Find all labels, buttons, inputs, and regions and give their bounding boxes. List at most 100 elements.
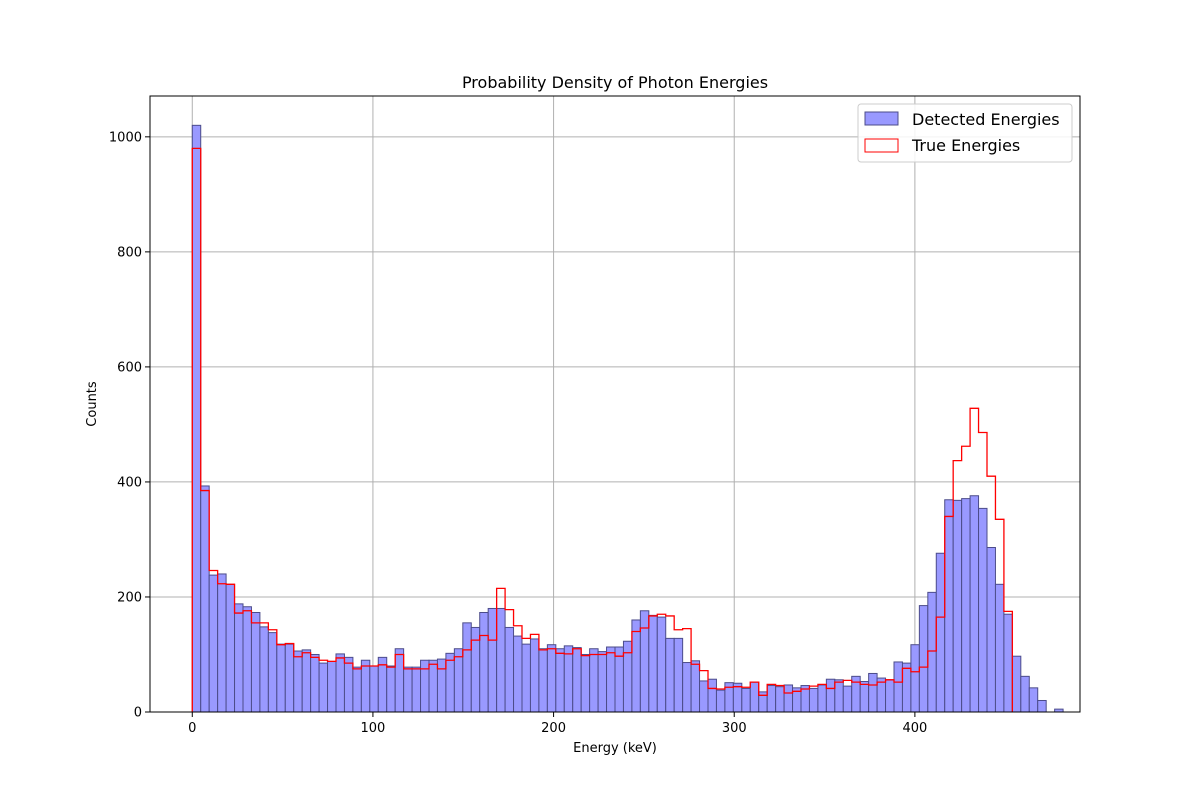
true-energies-step (191, 147, 1014, 712)
detected-bar (420, 659, 430, 713)
detected-bar (301, 649, 312, 713)
detected-bar (665, 637, 675, 713)
detected-bar (927, 591, 937, 713)
legend: Detected Energies True Energies (857, 103, 1073, 163)
detected-bar (631, 619, 641, 713)
detected-bar (377, 656, 388, 713)
detected-bar (741, 687, 751, 713)
detected-bar (208, 574, 219, 713)
detected-bar (986, 547, 996, 713)
x-tick-label: 200 (541, 721, 566, 736)
detected-bar (200, 485, 210, 713)
y-tick-label: 600 (117, 360, 142, 375)
detected-bar (563, 645, 574, 713)
detected-bar (707, 678, 717, 713)
y-tick-label: 1000 (109, 130, 142, 145)
detected-bar (343, 656, 354, 713)
detected-bar (910, 644, 920, 713)
detected-bar (310, 653, 320, 713)
detected-bar (1020, 675, 1030, 713)
detected-bar (597, 651, 608, 713)
detected-bar (766, 685, 777, 713)
detected-bar (462, 622, 472, 713)
chart-title: Probability Density of Photon Energies (462, 73, 768, 92)
detected-bar (944, 499, 954, 713)
detected-bar (918, 605, 929, 713)
detected-bar (969, 495, 980, 713)
detected-bar (732, 682, 743, 713)
detected-bar (901, 662, 912, 713)
detected-bar (699, 680, 709, 713)
y-axis-label: Counts (85, 381, 100, 427)
x-tick-label: 100 (361, 721, 386, 736)
detected-bar (783, 684, 794, 713)
detected-bar (352, 666, 362, 713)
detected-bar (369, 665, 379, 713)
detected-bar (639, 610, 650, 713)
detected-bar (259, 626, 269, 713)
detected-bar (335, 653, 345, 713)
detected-bar (284, 643, 295, 713)
y-tick-label: 0 (134, 706, 142, 721)
detected-bar (682, 662, 692, 713)
x-tick-label: 0 (188, 721, 196, 736)
detected-bar (217, 573, 227, 713)
detected-bar (868, 672, 878, 713)
detected-bar (961, 498, 971, 713)
detected-bar (487, 607, 498, 713)
detected-bar (436, 658, 447, 713)
detected-bar (935, 552, 946, 713)
y-tick-label: 800 (117, 245, 142, 260)
detected-bar (648, 614, 658, 713)
detected-bar (1037, 699, 1047, 713)
detected-bar (453, 648, 464, 713)
detected-bar (817, 684, 827, 713)
detected-bar (327, 660, 337, 713)
detected-bar (606, 646, 616, 713)
detected-bar (1011, 655, 1022, 713)
detected-bar (496, 607, 506, 713)
detected-bar (673, 637, 684, 713)
detected-bar (885, 679, 895, 713)
x-tick-label: 300 (722, 721, 747, 736)
x-tick-label: 400 (902, 721, 927, 736)
legend-swatch-detected (864, 111, 899, 126)
detected-bar (250, 611, 261, 713)
detected-bar (893, 661, 903, 713)
legend-label-detected: Detected Energies (912, 110, 1060, 129)
x-axis-label: Energy (keV) (573, 741, 657, 756)
detected-bar (952, 499, 963, 713)
detected-bar (876, 677, 887, 713)
detected-bar (538, 648, 548, 713)
detected-bar (191, 124, 202, 713)
detected-bar (504, 626, 515, 713)
detected-bar (1003, 613, 1013, 713)
detected-bar (403, 666, 413, 713)
detected-bar (521, 643, 531, 713)
detected-bar (622, 640, 633, 713)
detected-bar (411, 666, 422, 713)
detected-bar (808, 687, 819, 713)
detected-bar (293, 650, 303, 713)
detected-bar (445, 652, 455, 713)
detected-bar (749, 681, 760, 713)
detected-energies-bars (191, 124, 1064, 713)
detected-bar (834, 679, 844, 713)
detected-bar (267, 632, 278, 713)
detected-bar (360, 659, 371, 713)
detected-bar (589, 648, 599, 713)
detected-bar (394, 648, 405, 713)
detected-bar (690, 660, 701, 713)
legend-box (857, 103, 1073, 163)
detected-bar (580, 653, 591, 713)
detected-bar (276, 643, 286, 713)
detected-bar (775, 686, 785, 713)
detected-bar (1028, 687, 1039, 713)
axis-ticks: 0 100 200 300 400 0 200 400 600 800 1000 (109, 130, 927, 736)
detected-bar (242, 606, 252, 713)
detected-bar (978, 507, 988, 713)
detected-bar (234, 603, 244, 713)
detected-bar (825, 678, 836, 713)
detected-bar (842, 685, 853, 713)
detected-bar (994, 583, 1005, 713)
